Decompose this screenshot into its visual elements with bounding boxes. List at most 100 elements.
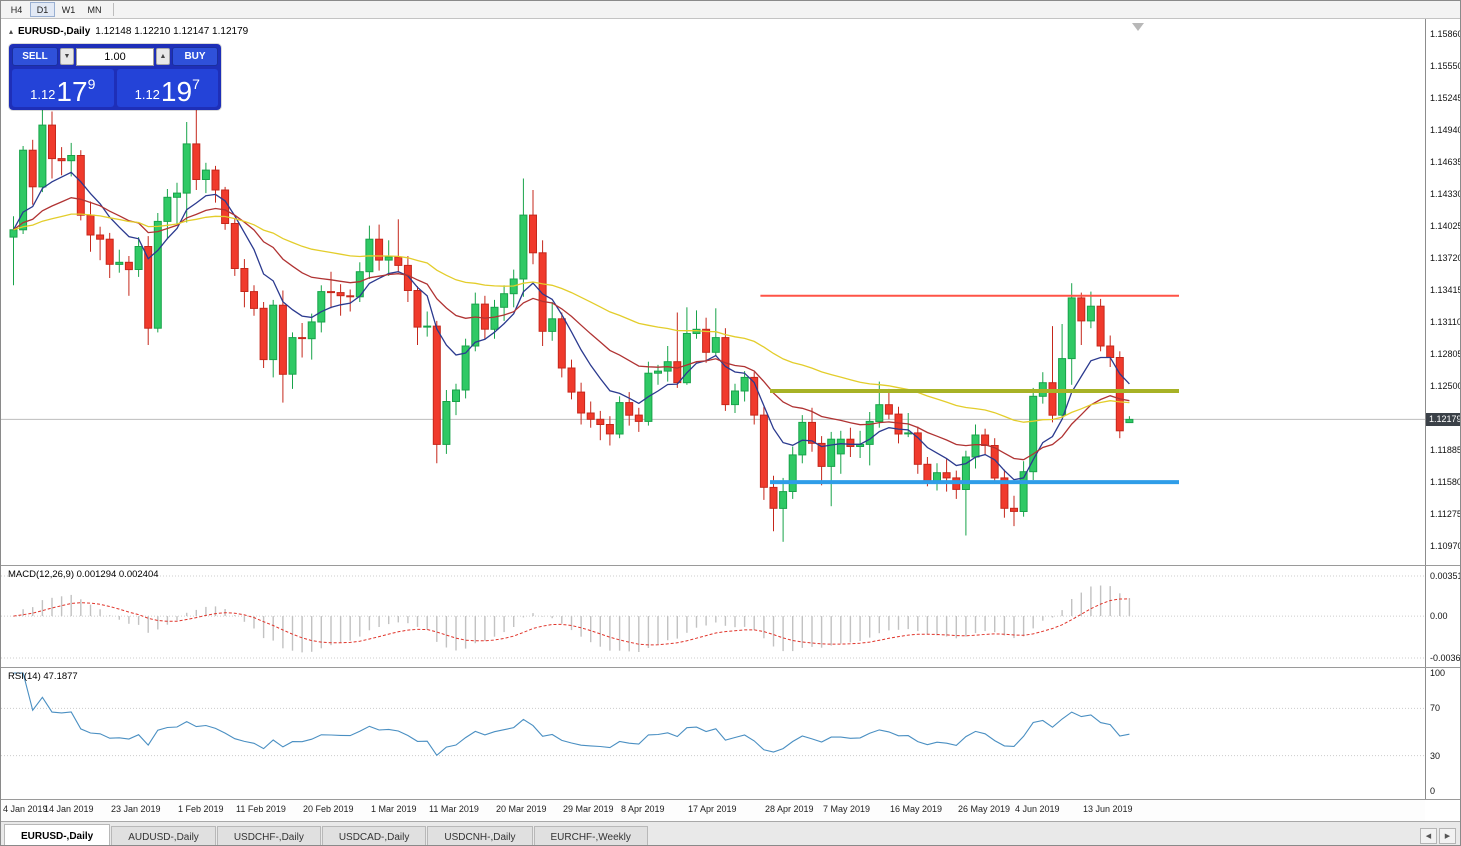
chevron-down-icon: ▼ <box>63 53 71 60</box>
macd-histogram <box>22 585 1131 653</box>
sell-price-big: 17 <box>56 76 88 108</box>
moving-average-line-50 <box>13 213 1130 423</box>
tab-scroll-left-button[interactable]: ◀ <box>1420 828 1437 844</box>
timeframe-button-mn[interactable]: MN <box>82 2 107 17</box>
date-label[interactable]: 23 Jan 2019 <box>111 804 161 814</box>
rsi-axis-label: 100 <box>1430 668 1446 678</box>
volume-increase-button[interactable]: ▲ <box>156 48 170 65</box>
sell-price-pipette: 9 <box>87 76 96 92</box>
price-axis[interactable]: 1.15860 1.15550 1.15245 1.14940 1.14635 1.143… <box>1425 19 1461 565</box>
price-axis-label: 1.15245 <box>1430 93 1461 103</box>
price-axis-label: 1.13415 <box>1430 285 1461 295</box>
tab-usdcnh-daily[interactable]: USDCNH-,Daily <box>427 826 533 845</box>
sell-price-display[interactable]: 1.12 17 9 <box>12 69 114 107</box>
macd-axis-label: 0.003518 <box>1430 571 1460 581</box>
timeframe-toolbar: H4 D1 W1 MN <box>1 1 1460 19</box>
buy-price-display[interactable]: 1.12 19 7 <box>116 69 218 108</box>
tab-usdcad-daily[interactable]: USDCAD-,Daily <box>321 826 427 845</box>
buy-price-pipette: 7 <box>192 76 200 92</box>
price-axis-label: 1.15550 <box>1430 61 1461 71</box>
moving-average-line-21 <box>13 197 1130 461</box>
moving-average-line-8 <box>12 171 1130 481</box>
macd-label: MACD(12,26,9) 0.001294 0.002404 <box>8 569 159 580</box>
price-axis-label: 1.14635 <box>1430 157 1461 167</box>
date-label[interactable]: 28 Apr 2019 <box>765 804 814 814</box>
chevron-up-icon: ▲ <box>159 53 167 60</box>
price-axis-label: 1.14025 <box>1430 221 1461 231</box>
volume-input[interactable] <box>76 47 154 66</box>
rsi-axis-label: 30 <box>1430 751 1441 761</box>
rsi-axis: 100 70 30 0 <box>1425 668 1460 799</box>
price-axis-label: 1.10970 <box>1430 541 1461 551</box>
pane-separator <box>1 799 1460 800</box>
date-label[interactable]: 11 Mar 2019 <box>429 804 479 814</box>
tab-usdchf-daily[interactable]: USDCHF-,Daily <box>216 826 321 845</box>
chart-shift-marker-icon[interactable] <box>1132 23 1144 31</box>
chart-tabs-bar: EURUSD-,Daily AUDUSD-,Daily USDCHF-,Daily U… <box>1 821 1460 845</box>
tab-scroll-right-button[interactable]: ▶ <box>1439 828 1456 844</box>
price-axis-label: 1.12805 <box>1430 349 1461 359</box>
macd-pane[interactable] <box>1 566 1425 667</box>
date-label[interactable]: 13 Jun 2019 <box>1083 804 1133 814</box>
candles-series <box>9 108 1134 542</box>
price-axis-label: 1.13720 <box>1430 253 1461 263</box>
rsi-line <box>13 672 1130 757</box>
macd-axis-label: 0.00 <box>1430 611 1448 621</box>
chart-title: ▴ EURUSD-,Daily 1.12148 1.12210 1.12147 … <box>9 26 248 37</box>
timeframe-button-h4[interactable]: H4 <box>4 2 29 17</box>
tab-eurusd-daily[interactable]: EURUSD-,Daily <box>4 824 111 845</box>
sell-button[interactable]: SELL <box>12 47 58 66</box>
buy-button[interactable]: BUY <box>172 47 218 66</box>
date-label[interactable]: 26 May 2019 <box>958 804 1011 814</box>
price-axis-label: 1.12500 <box>1430 381 1461 391</box>
buy-price-big: 19 <box>160 76 193 108</box>
macd-signal-line <box>13 598 1130 646</box>
chart-symbol-label: EURUSD-,Daily <box>18 26 91 37</box>
date-label[interactable]: 16 May 2019 <box>890 804 943 814</box>
time-axis[interactable]: 4 Jan 2019 14 Jan 2019 23 Jan 2019 1 Feb 20… <box>1 800 1425 821</box>
rsi-label: RSI(14) 47.1877 <box>8 671 78 682</box>
macd-axis: 0.003518 0.00 -0.00367 <box>1425 566 1461 667</box>
rsi-axis-label: 70 <box>1430 703 1441 713</box>
date-label[interactable]: 1 Feb 2019 <box>178 804 224 814</box>
sell-price-prefix: 1.12 <box>30 87 56 102</box>
price-axis-label: 1.11275 <box>1430 509 1461 519</box>
date-label[interactable]: 20 Mar 2019 <box>496 804 547 814</box>
timeframe-button-d1[interactable]: D1 <box>30 2 55 17</box>
chart-ohlc-label: 1.12148 1.12210 1.12147 1.12179 <box>95 26 249 37</box>
tab-scroll-buttons: ◀ ▶ <box>1420 828 1460 845</box>
trade-controls-row: SELL ▼ ▲ BUY <box>12 47 218 66</box>
buy-price-prefix: 1.12 <box>134 87 160 102</box>
tab-audusd-daily[interactable]: AUDUSD-,Daily <box>111 826 216 845</box>
price-axis-label: 1.15860 <box>1430 29 1461 39</box>
date-label[interactable]: 1 Mar 2019 <box>371 804 417 814</box>
date-label[interactable]: 17 Apr 2019 <box>688 804 737 814</box>
current-price-badge: 1.12179 <box>1426 413 1460 426</box>
price-axis-label: 1.11580 <box>1430 477 1461 487</box>
main-chart-pane[interactable] <box>1 19 1425 565</box>
rsi-pane[interactable] <box>1 668 1425 799</box>
date-label[interactable]: 14 Jan 2019 <box>44 804 94 814</box>
date-label[interactable]: 7 May 2019 <box>823 804 871 814</box>
price-axis-label: 1.14330 <box>1430 189 1461 199</box>
date-label[interactable]: 11 Feb 2019 <box>236 804 286 814</box>
rsi-axis-label: 0 <box>1430 786 1436 796</box>
price-axis-label: 1.14940 <box>1430 125 1461 135</box>
price-axis-label: 1.13110 <box>1430 317 1461 327</box>
tab-eurchf-weekly[interactable]: EURCHF-,Weekly <box>533 826 648 845</box>
volume-decrease-button[interactable]: ▼ <box>60 48 74 65</box>
date-label[interactable]: 20 Feb 2019 <box>303 804 354 814</box>
pane-separator[interactable] <box>1 565 1460 566</box>
macd-axis-label: -0.00367 <box>1430 653 1461 663</box>
date-label[interactable]: 4 Jun 2019 <box>1015 804 1060 814</box>
timeframe-button-w1[interactable]: W1 <box>56 2 81 17</box>
date-label[interactable]: 8 Apr 2019 <box>621 804 665 814</box>
pane-separator[interactable] <box>1 667 1460 668</box>
collapse-panel-icon[interactable]: ▴ <box>9 26 14 36</box>
toolbar-separator <box>113 3 114 16</box>
trade-prices-row: 1.12 17 9 1.12 19 7 <box>12 69 218 107</box>
date-label[interactable]: 29 Mar 2019 <box>563 804 614 814</box>
date-label[interactable]: 4 Jan 2019 <box>3 804 48 814</box>
